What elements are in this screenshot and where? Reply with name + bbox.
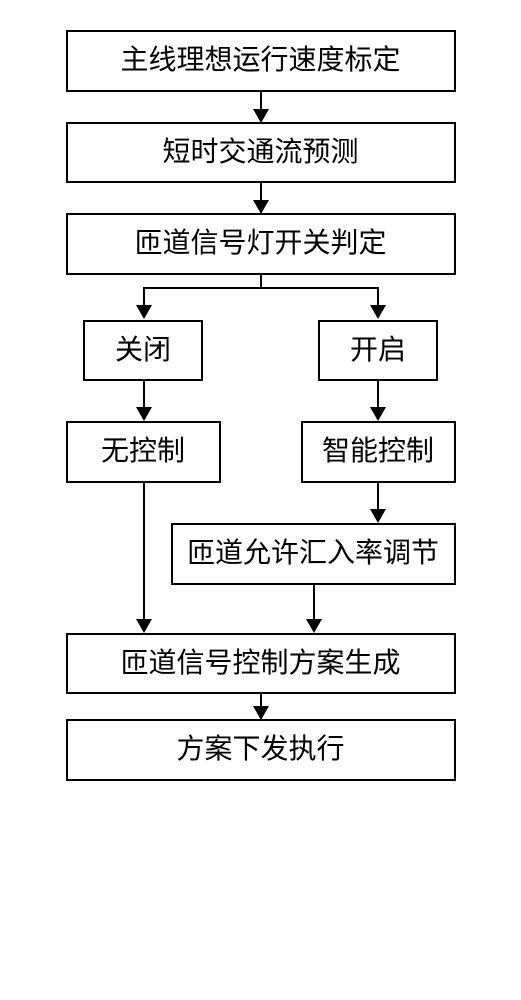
node-label: 主线理想运行速度标定 bbox=[120, 45, 400, 76]
node-rate-adjust: 匝道允许汇入率调节 bbox=[171, 523, 456, 585]
node-label: 匝道信号控制方案生成 bbox=[120, 648, 400, 679]
node-switch-judge: 匝道信号灯开关判定 bbox=[66, 213, 456, 275]
node-smart-control: 智能控制 bbox=[301, 421, 456, 483]
branch-row-2: 无控制 智能控制 bbox=[66, 421, 456, 483]
node-calibration: 主线理想运行速度标定 bbox=[66, 30, 456, 92]
node-label: 匝道允许汇入率调节 bbox=[187, 538, 439, 569]
node-prediction: 短时交通流预测 bbox=[66, 122, 456, 184]
node-label: 关闭 bbox=[115, 335, 171, 366]
node-label: 方案下发执行 bbox=[176, 734, 344, 765]
node-open: 开启 bbox=[318, 320, 438, 382]
arrow bbox=[260, 92, 262, 122]
parallel-arrows bbox=[66, 381, 456, 421]
node-label: 无控制 bbox=[101, 436, 185, 467]
arrow bbox=[260, 183, 262, 213]
node-execute: 方案下发执行 bbox=[66, 719, 456, 781]
right-to-rate-arrow bbox=[66, 483, 456, 523]
node-scheme-gen: 匝道信号控制方案生成 bbox=[66, 633, 456, 695]
arrow bbox=[260, 694, 262, 719]
node-label: 智能控制 bbox=[322, 436, 434, 467]
split-branch bbox=[66, 275, 456, 320]
branch-row-1: 关闭 开启 bbox=[66, 320, 456, 382]
flowchart-container: 主线理想运行速度标定 短时交通流预测 匝道信号灯开关判定 关闭 开启 bbox=[0, 30, 521, 781]
node-label: 短时交通流预测 bbox=[162, 137, 358, 168]
rate-row: 匝道允许汇入率调节 bbox=[66, 523, 456, 585]
node-close: 关闭 bbox=[83, 320, 203, 382]
node-label: 匝道信号灯开关判定 bbox=[134, 228, 386, 259]
merge-arrows bbox=[66, 585, 456, 633]
node-label: 开启 bbox=[350, 335, 406, 366]
node-no-control: 无控制 bbox=[66, 421, 221, 483]
